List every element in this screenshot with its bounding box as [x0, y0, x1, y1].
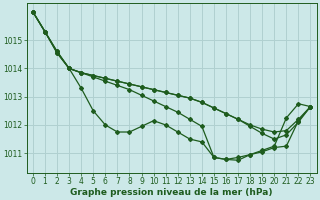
X-axis label: Graphe pression niveau de la mer (hPa): Graphe pression niveau de la mer (hPa) — [70, 188, 273, 197]
